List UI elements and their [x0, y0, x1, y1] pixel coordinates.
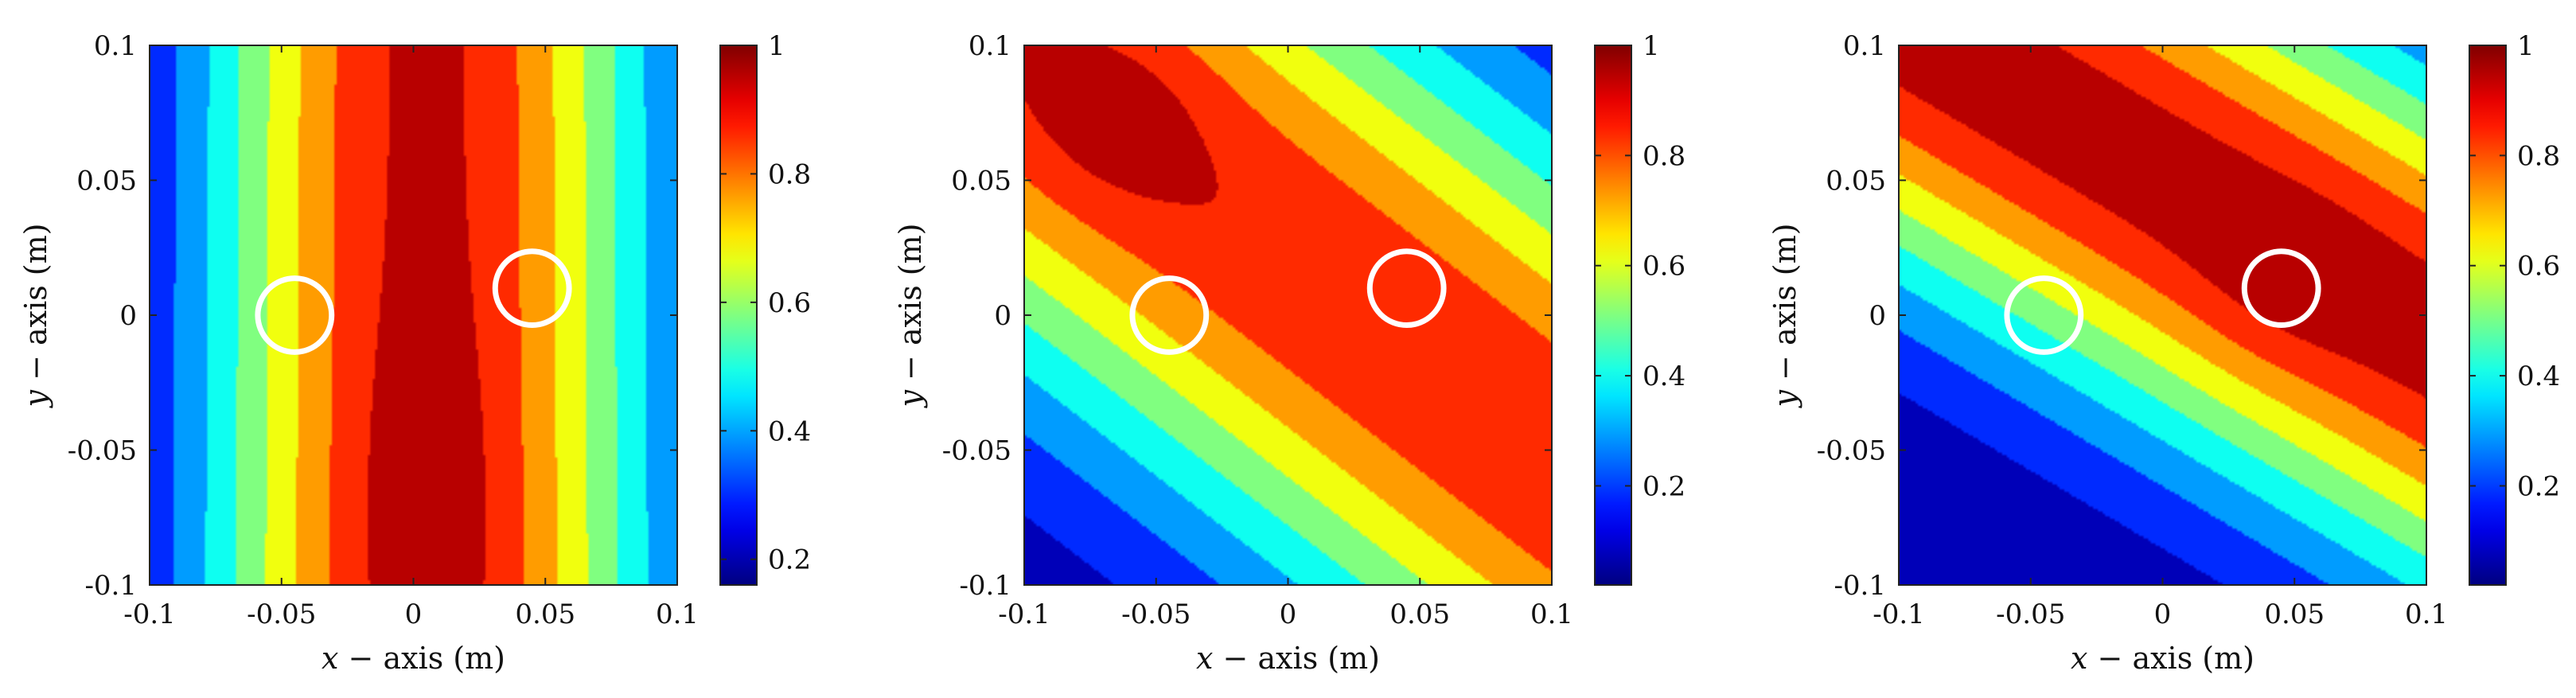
colorbar-tick-label: 0.6 [1643, 251, 1686, 283]
colorbar-tick-label: 0.4 [2517, 361, 2560, 392]
colorbar [719, 45, 758, 586]
panel-3: -0.1 -0.05 0 0.05 0.1 -0.1 -0.05 0 0.05 0.1 x − ax… [1767, 30, 2560, 676]
y-tick-label: -0.1 [84, 570, 137, 602]
heatmap-field [1024, 45, 1552, 585]
x-tick-label: 0 [2154, 599, 2172, 630]
y-axis-label: y − axis (m) [1767, 224, 1802, 409]
x-axis-label: x − axis (m) [322, 641, 505, 676]
marker-circle-2 [1366, 248, 1447, 329]
x-tick-label: 0.05 [2264, 599, 2325, 630]
marker-circle-2 [2241, 248, 2321, 329]
x-axis-label: x − axis (m) [1196, 641, 1380, 676]
marker-circle-1 [1129, 275, 1210, 355]
colorbar-tick-label: 1 [2517, 30, 2535, 62]
colorbar-tick-label: 0.2 [2517, 470, 2560, 502]
panel-2: -0.1 -0.05 0 0.05 0.1 -0.1 -0.05 0 0.05 0.1 x − ax… [893, 30, 1686, 676]
marker-circle-1 [255, 275, 335, 355]
colorbar-tick-label: 0.8 [2517, 140, 2560, 172]
colorbar-tick-label: 0.4 [1643, 361, 1686, 392]
colorbar-tick-label: 0.2 [1643, 470, 1686, 502]
colorbar [2469, 45, 2507, 586]
x-axis-label: x − axis (m) [2071, 641, 2254, 676]
x-tick-label: 0.05 [1389, 599, 1450, 630]
x-tick-label: -0.05 [247, 599, 316, 630]
y-tick-label: -0.1 [1834, 570, 1886, 602]
x-tick-label: -0.1 [1873, 599, 1925, 630]
colorbar-tick-label: 0.6 [768, 287, 811, 319]
colorbar-tick-label: 0.8 [768, 158, 811, 190]
x-tick-label: 0.1 [1530, 599, 1573, 630]
y-tick-label: 0.05 [76, 166, 137, 197]
y-tick-label: -0.1 [959, 570, 1011, 602]
y-tick-label: 0 [119, 300, 137, 332]
y-tick-label: 0.1 [968, 30, 1011, 62]
x-tick-label: 0 [405, 599, 423, 630]
colorbar-tick-label: 0.6 [2517, 251, 2560, 283]
y-tick-label: 0.1 [94, 30, 137, 62]
colorbar-tick-label: 1 [768, 30, 785, 62]
y-tick-label: 0 [994, 300, 1011, 332]
x-tick-label: -0.05 [1996, 599, 2065, 630]
x-tick-label: 0.1 [2405, 599, 2448, 630]
heatmap-field [1899, 45, 2426, 585]
y-tick-label: -0.05 [68, 435, 137, 467]
x-tick-label: -0.1 [998, 599, 1050, 630]
x-tick-label: 0.1 [656, 599, 699, 630]
y-tick-label: 0.05 [1826, 166, 1886, 197]
colorbar-tick-label: 0.4 [768, 415, 811, 447]
colorbar-tick-label: 0.8 [1643, 140, 1686, 172]
marker-circle-2 [492, 248, 572, 329]
colorbar-tick-label: 1 [1643, 30, 1660, 62]
y-tick-label: -0.05 [1817, 435, 1886, 467]
heatmap-field [150, 45, 677, 585]
x-tick-label: -0.1 [123, 599, 176, 630]
colorbar [1594, 45, 1632, 586]
y-tick-label: 0.05 [951, 166, 1011, 197]
y-axis-label: y − axis (m) [893, 224, 928, 409]
colorbar-tick-label: 0.2 [768, 544, 811, 576]
x-tick-label: -0.05 [1121, 599, 1191, 630]
y-tick-label: 0 [1869, 300, 1886, 332]
x-tick-label: 0.05 [515, 599, 575, 630]
y-tick-label: -0.05 [942, 435, 1011, 467]
x-tick-label: 0 [1280, 599, 1297, 630]
marker-circle-1 [2004, 275, 2084, 355]
panel-1: -0.1 -0.05 0 0.05 0.1 -0.1 -0.05 0 0.05 0.1 x − ax… [18, 30, 811, 676]
y-axis-label: y − axis (m) [18, 224, 53, 409]
y-tick-label: 0.1 [1843, 30, 1886, 62]
